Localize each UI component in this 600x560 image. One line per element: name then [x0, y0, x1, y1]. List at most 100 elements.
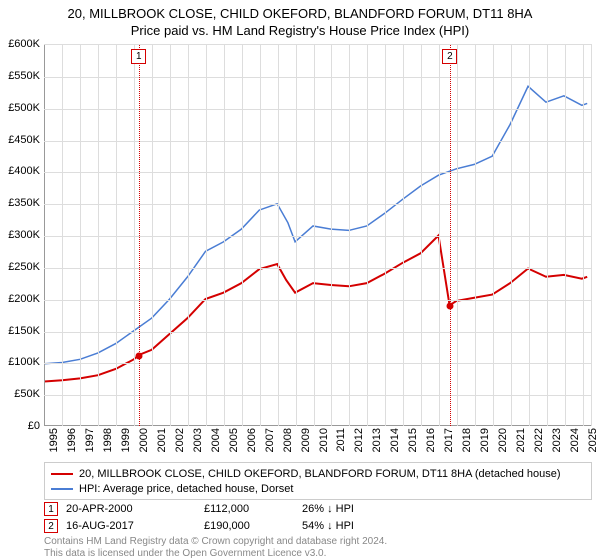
gridline-h	[44, 268, 591, 269]
x-tick-label: 2013	[371, 428, 383, 460]
gridline-v	[403, 45, 404, 426]
x-tick-label: 2016	[425, 428, 437, 460]
x-axis-line	[44, 425, 591, 426]
gridline-v	[224, 45, 225, 426]
sale-marker-dot	[447, 303, 454, 310]
legend-label: 20, MILLBROOK CLOSE, CHILD OKEFORD, BLAN…	[79, 468, 561, 480]
y-tick-label: £550K	[0, 70, 40, 82]
x-tick-label: 2003	[192, 428, 204, 460]
gridline-v	[206, 45, 207, 426]
gridline-v	[457, 45, 458, 426]
gridline-v	[278, 45, 279, 426]
gridline-v	[367, 45, 368, 426]
gridline-v	[547, 45, 548, 426]
title-line2: Price paid vs. HM Land Registry's House …	[0, 23, 600, 38]
x-tick-label: 2017	[443, 428, 455, 460]
gridline-v	[331, 45, 332, 426]
attribution-line2: This data is licensed under the Open Gov…	[44, 548, 592, 560]
x-tick-label: 2020	[497, 428, 509, 460]
gridline-h	[44, 236, 591, 237]
sale-delta: 54% ↓ HPI	[302, 520, 422, 532]
y-tick-label: £350K	[0, 197, 40, 209]
gridline-h	[44, 300, 591, 301]
gridline-v	[349, 45, 350, 426]
gridline-h	[44, 77, 591, 78]
sales-row: 2 16-AUG-2017 £190,000 54% ↓ HPI	[44, 517, 592, 534]
x-tick-label: 2022	[533, 428, 545, 460]
gridline-v	[296, 45, 297, 426]
sale-marker-dot	[136, 352, 143, 359]
gridline-v	[152, 45, 153, 426]
gridline-h	[44, 332, 591, 333]
x-tick-label: 2000	[138, 428, 150, 460]
x-tick-label: 2001	[156, 428, 168, 460]
legend-label: HPI: Average price, detached house, Dors…	[79, 483, 293, 495]
legend-swatch	[51, 473, 73, 475]
sale-date: 16-AUG-2017	[66, 520, 196, 532]
attribution: Contains HM Land Registry data © Crown c…	[44, 536, 592, 559]
gridline-v	[98, 45, 99, 426]
gridline-v	[565, 45, 566, 426]
sale-marker-line	[450, 45, 451, 426]
y-tick-label: £400K	[0, 165, 40, 177]
sale-number-icon: 1	[44, 502, 58, 516]
y-tick-label: £0	[0, 420, 40, 432]
x-tick-label: 1996	[66, 428, 78, 460]
gridline-v	[475, 45, 476, 426]
legend-item: HPI: Average price, detached house, Dors…	[51, 481, 585, 496]
x-tick-label: 2004	[210, 428, 222, 460]
gridline-v	[511, 45, 512, 426]
x-tick-label: 1999	[120, 428, 132, 460]
legend-item: 20, MILLBROOK CLOSE, CHILD OKEFORD, BLAN…	[51, 466, 585, 481]
x-tick-label: 2009	[300, 428, 312, 460]
sale-price: £112,000	[204, 503, 294, 515]
gridline-h	[44, 141, 591, 142]
x-tick-label: 2005	[228, 428, 240, 460]
gridline-v	[314, 45, 315, 426]
series-hpi	[44, 86, 587, 364]
y-tick-label: £200K	[0, 293, 40, 305]
x-tick-label: 2014	[389, 428, 401, 460]
x-tick-label: 2011	[335, 428, 347, 460]
x-tick-label: 2010	[318, 428, 330, 460]
sale-price: £190,000	[204, 520, 294, 532]
x-tick-label: 1997	[84, 428, 96, 460]
gridline-v	[529, 45, 530, 426]
x-tick-label: 2006	[246, 428, 258, 460]
gridline-v	[188, 45, 189, 426]
sale-marker-box: 2	[442, 49, 457, 64]
chart-plot-area: 12	[44, 44, 592, 426]
gridline-v	[242, 45, 243, 426]
x-tick-label: 1995	[48, 428, 60, 460]
gridline-v	[385, 45, 386, 426]
gridline-v	[421, 45, 422, 426]
x-tick-label: 2012	[353, 428, 365, 460]
legend-box: 20, MILLBROOK CLOSE, CHILD OKEFORD, BLAN…	[44, 462, 592, 500]
y-tick-label: £500K	[0, 102, 40, 114]
x-tick-label: 2015	[407, 428, 419, 460]
y-tick-label: £150K	[0, 325, 40, 337]
x-tick-label: 2019	[479, 428, 491, 460]
sale-delta: 26% ↓ HPI	[302, 503, 422, 515]
gridline-v	[62, 45, 63, 426]
y-tick-label: £50K	[0, 388, 40, 400]
x-tick-label: 2002	[174, 428, 186, 460]
sale-marker-box: 1	[131, 49, 146, 64]
gridline-v	[170, 45, 171, 426]
gridline-v	[439, 45, 440, 426]
legend-swatch	[51, 488, 73, 490]
gridline-v	[134, 45, 135, 426]
x-tick-label: 2007	[264, 428, 276, 460]
series-property	[44, 236, 587, 382]
sale-number-icon: 2	[44, 519, 58, 533]
sale-date: 20-APR-2000	[66, 503, 196, 515]
attribution-line1: Contains HM Land Registry data © Crown c…	[44, 536, 592, 548]
gridline-v	[583, 45, 584, 426]
x-tick-label: 2025	[587, 428, 599, 460]
gridline-v	[260, 45, 261, 426]
gridline-v	[493, 45, 494, 426]
gridline-h	[44, 363, 591, 364]
gridline-v	[80, 45, 81, 426]
y-tick-label: £250K	[0, 261, 40, 273]
sales-row: 1 20-APR-2000 £112,000 26% ↓ HPI	[44, 500, 592, 517]
